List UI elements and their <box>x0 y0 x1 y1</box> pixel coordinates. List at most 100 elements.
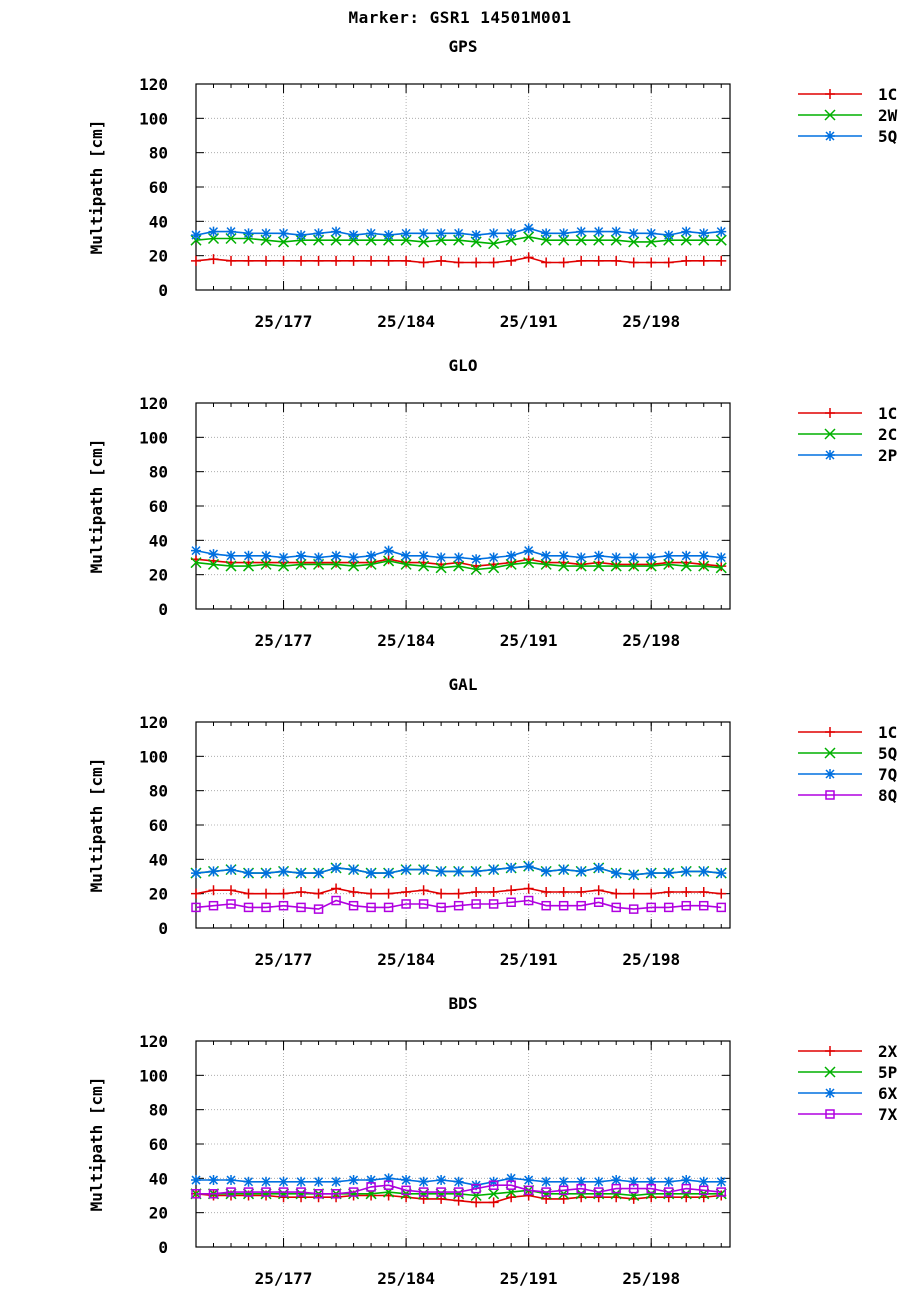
figure-title: Marker: GSR1 14501M001 <box>348 8 572 27</box>
series-2c-marker-14 <box>435 562 447 574</box>
legend-5p-marker-legend <box>824 1066 836 1078</box>
legend-label: 7Q <box>878 765 897 784</box>
series-6x-marker-27 <box>663 1176 674 1187</box>
series-1c-marker-16 <box>471 886 482 897</box>
series-1c-marker-29 <box>698 886 709 897</box>
x-tick-label: 25/184 <box>377 631 435 650</box>
series-7x-line <box>196 1184 722 1195</box>
series-2w-marker-13 <box>418 236 430 248</box>
series-1c-marker-11 <box>383 888 394 899</box>
series-2p-marker-14 <box>436 552 447 563</box>
series-2p-marker-29 <box>698 550 709 561</box>
legend-2p-marker-legend <box>825 450 835 460</box>
legend-item-5q: 5Q <box>798 127 897 146</box>
series-6x-marker-28 <box>681 1175 692 1186</box>
legend-item-2w: 2W <box>798 106 898 125</box>
series-2p <box>191 545 727 565</box>
series-2p-marker-28 <box>681 550 692 561</box>
x-tick-label: 25/191 <box>500 631 558 650</box>
x-tick-label: 25/184 <box>377 950 435 969</box>
series-2p-marker-5 <box>278 552 289 563</box>
series-1c-marker-27 <box>663 886 674 897</box>
series-1c-marker-10 <box>366 255 377 266</box>
series-8q-marker-10 <box>366 902 376 913</box>
series-7x-marker-27 <box>663 1187 674 1197</box>
legend-8q-marker-legend <box>825 790 835 800</box>
series-1c-marker-13 <box>418 885 429 896</box>
y-tick-label: 80 <box>149 144 168 163</box>
series-1c-marker-12 <box>401 255 412 266</box>
series-8q-marker-5 <box>278 900 289 911</box>
series-2p-marker-0 <box>191 545 201 556</box>
series-2x-marker-21 <box>558 1193 569 1204</box>
legend-label: 8Q <box>878 786 897 805</box>
series-5q-marker-19 <box>523 223 534 234</box>
series-1c-marker-0 <box>191 888 201 899</box>
legend-1c-marker-legend <box>825 89 835 99</box>
legend-item-7q: 7Q <box>798 765 897 784</box>
series-5q-marker-24 <box>611 226 622 237</box>
series-5q-marker-12 <box>401 228 412 239</box>
series-6x-marker-19 <box>523 1175 534 1186</box>
series-2p-marker-8 <box>331 550 342 561</box>
series-7x-marker-18 <box>506 1180 516 1190</box>
series-1c-marker-8 <box>331 255 342 266</box>
plot-frame <box>195 721 731 929</box>
series-5q-marker-13 <box>418 228 429 239</box>
series-2p-marker-21 <box>558 550 569 561</box>
legend-7x-marker-legend <box>825 1109 835 1119</box>
legend-item-7x: 7X <box>798 1105 898 1124</box>
series-7x-marker-20 <box>541 1187 551 1197</box>
series-1c-marker-3 <box>243 888 254 899</box>
series-2x-marker-17 <box>488 1197 499 1208</box>
series-2p-marker-30 <box>716 552 727 563</box>
x-tick-label: 25/198 <box>622 312 680 331</box>
series-7x-marker-13 <box>418 1187 429 1197</box>
series-7q-marker-4 <box>261 868 272 879</box>
series-6x-marker-29 <box>698 1176 709 1187</box>
series-1c <box>191 252 727 268</box>
series-6x-marker-21 <box>558 1176 569 1187</box>
series-1c-marker-6 <box>296 886 307 897</box>
series-7q-marker-12 <box>401 864 412 875</box>
series-2w-marker-25 <box>628 236 640 248</box>
legend-label: 5Q <box>878 127 897 146</box>
y-tick-label: 60 <box>149 497 168 516</box>
series-7q-marker-17 <box>488 864 499 875</box>
series-1c-marker-20 <box>541 886 552 897</box>
y-tick-label: 0 <box>158 919 168 938</box>
y-tick-label: 80 <box>149 1101 168 1120</box>
series-5q-marker-21 <box>558 228 569 239</box>
series-6x-marker-10 <box>366 1175 377 1186</box>
series-2w-marker-6 <box>295 234 307 246</box>
series-5q-marker-29 <box>698 228 709 239</box>
series-7q-marker-27 <box>663 868 674 879</box>
series-6x-marker-12 <box>401 1175 412 1186</box>
series-7q-marker-20 <box>541 866 552 877</box>
series-8q-marker-13 <box>418 899 429 909</box>
series-7x-marker-3 <box>243 1187 254 1197</box>
series-5q-marker-22 <box>576 226 587 237</box>
y-tick-label: 60 <box>149 178 168 197</box>
series-1c-marker-2 <box>226 255 237 266</box>
series-2w-marker-8 <box>330 234 342 246</box>
series-2p-marker-16 <box>471 554 482 565</box>
series-2c-marker-22 <box>575 560 587 572</box>
series-8q-marker-21 <box>558 900 569 911</box>
series-7q-marker-19 <box>523 861 534 872</box>
series-2w-marker-22 <box>575 234 587 246</box>
series-6x-marker-14 <box>436 1175 447 1186</box>
series-6x-marker-9 <box>348 1175 359 1186</box>
series-7q-marker-3 <box>243 868 254 879</box>
y-axis-label: Multipath [cm] <box>87 439 106 574</box>
series-1c-marker-3 <box>243 255 254 266</box>
x-tick-label: 25/177 <box>255 950 313 969</box>
series-2c-marker-27 <box>663 558 675 570</box>
series-7x-marker-19 <box>523 1185 534 1196</box>
series-2w-marker-28 <box>680 234 692 246</box>
series-1c-marker-30 <box>716 255 727 266</box>
series-2c-marker-5 <box>278 560 290 572</box>
series-7x-marker-28 <box>681 1183 691 1194</box>
series-8q-marker-0 <box>191 902 201 913</box>
series-7x-marker-0 <box>191 1189 201 1199</box>
